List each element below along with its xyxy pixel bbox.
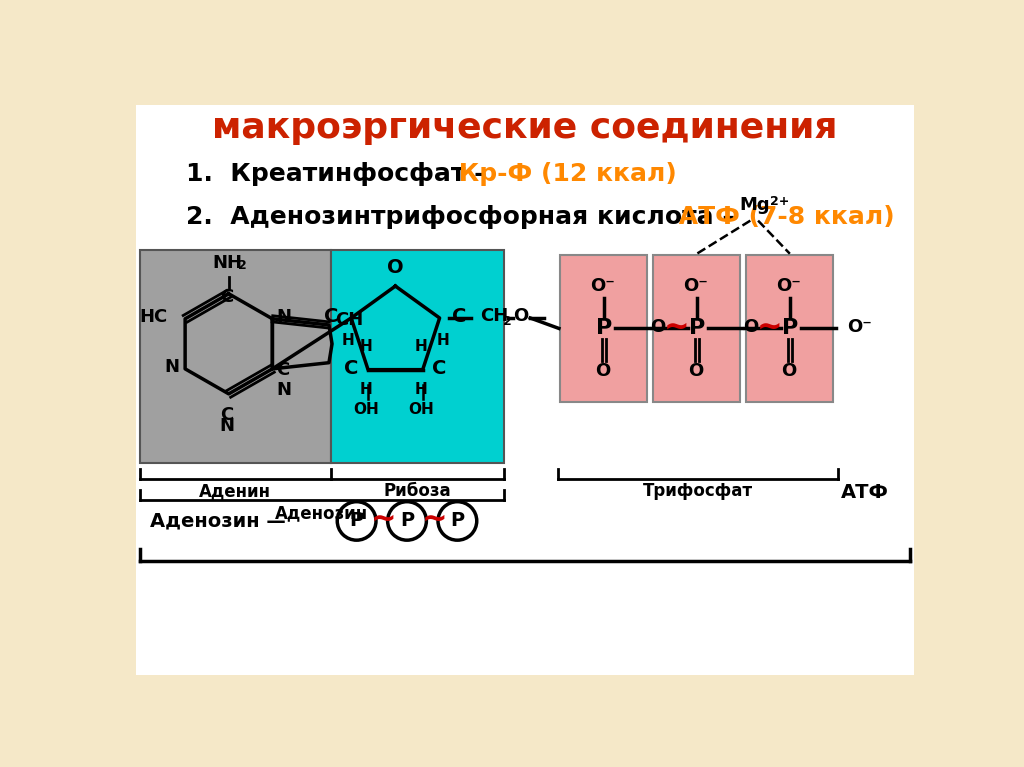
Text: 2: 2 bbox=[503, 315, 512, 328]
Text: 1.  Креатинфосфат –: 1. Креатинфосфат – bbox=[186, 163, 486, 186]
Text: C: C bbox=[344, 359, 358, 377]
Text: Р: Р bbox=[451, 512, 465, 531]
Text: Аденозин: Аденозин bbox=[275, 504, 369, 522]
Text: HC: HC bbox=[140, 308, 168, 326]
Text: Трифосфат: Трифосфат bbox=[643, 482, 753, 500]
Text: NH: NH bbox=[212, 254, 243, 272]
Text: O⁻: O⁻ bbox=[683, 277, 708, 295]
Text: H: H bbox=[360, 382, 373, 397]
Text: O: O bbox=[743, 318, 759, 336]
FancyBboxPatch shape bbox=[139, 250, 331, 463]
Text: Р: Р bbox=[349, 512, 364, 531]
Text: H: H bbox=[415, 339, 428, 354]
Text: C: C bbox=[276, 361, 290, 380]
Text: ~: ~ bbox=[664, 312, 689, 341]
Text: O⁻: O⁻ bbox=[776, 277, 801, 295]
Text: O: O bbox=[780, 362, 796, 380]
FancyBboxPatch shape bbox=[331, 250, 504, 463]
FancyBboxPatch shape bbox=[560, 255, 647, 402]
Text: P: P bbox=[596, 318, 612, 338]
Text: N: N bbox=[276, 308, 291, 326]
Text: АТФ: АТФ bbox=[841, 483, 889, 502]
Text: Mg: Mg bbox=[739, 196, 769, 215]
Text: C: C bbox=[220, 288, 233, 306]
Text: Аденин: Аденин bbox=[199, 482, 271, 500]
Text: CH: CH bbox=[335, 311, 364, 329]
Text: 2.  Аденозинтрифосфорная кислота –: 2. Аденозинтрифосфорная кислота – bbox=[186, 205, 735, 229]
Text: O⁻: O⁻ bbox=[590, 277, 614, 295]
FancyBboxPatch shape bbox=[136, 105, 913, 675]
Text: 2: 2 bbox=[238, 259, 247, 272]
Text: O: O bbox=[688, 362, 702, 380]
Circle shape bbox=[337, 502, 376, 540]
Text: Р: Р bbox=[400, 512, 414, 531]
Circle shape bbox=[438, 502, 477, 540]
FancyBboxPatch shape bbox=[746, 255, 834, 402]
Text: H: H bbox=[360, 339, 373, 354]
Text: ~: ~ bbox=[371, 505, 396, 534]
Text: N: N bbox=[276, 381, 291, 399]
Circle shape bbox=[388, 502, 426, 540]
Text: O: O bbox=[387, 258, 403, 277]
Text: Рибоза: Рибоза bbox=[383, 482, 451, 500]
Text: C: C bbox=[452, 307, 466, 326]
Text: CH: CH bbox=[480, 308, 508, 325]
Text: макроэргические соединения: макроэргические соединения bbox=[212, 111, 838, 145]
Text: N: N bbox=[164, 358, 179, 377]
Text: ~: ~ bbox=[421, 505, 446, 534]
Text: P: P bbox=[689, 318, 705, 338]
FancyBboxPatch shape bbox=[653, 255, 740, 402]
Text: H: H bbox=[342, 334, 354, 348]
Text: Кр-Ф (12 ккал): Кр-Ф (12 ккал) bbox=[450, 163, 677, 186]
Text: O: O bbox=[595, 362, 610, 380]
Text: OH: OH bbox=[409, 402, 434, 417]
Text: ~: ~ bbox=[757, 312, 782, 341]
Text: C: C bbox=[325, 307, 339, 326]
Text: 2+: 2+ bbox=[770, 196, 790, 209]
Text: Аденозин —: Аденозин — bbox=[150, 512, 286, 531]
Text: C: C bbox=[220, 407, 233, 424]
Text: O⁻: O⁻ bbox=[847, 318, 872, 336]
Text: N: N bbox=[220, 417, 234, 435]
Text: P: P bbox=[781, 318, 798, 338]
Text: H: H bbox=[436, 334, 450, 348]
Text: OH: OH bbox=[353, 402, 379, 417]
Text: АТФ (7-8 ккал): АТФ (7-8 ккал) bbox=[671, 205, 895, 229]
Text: O: O bbox=[513, 308, 528, 325]
Text: H: H bbox=[415, 382, 428, 397]
Text: C: C bbox=[432, 359, 446, 377]
Text: O: O bbox=[650, 318, 666, 336]
